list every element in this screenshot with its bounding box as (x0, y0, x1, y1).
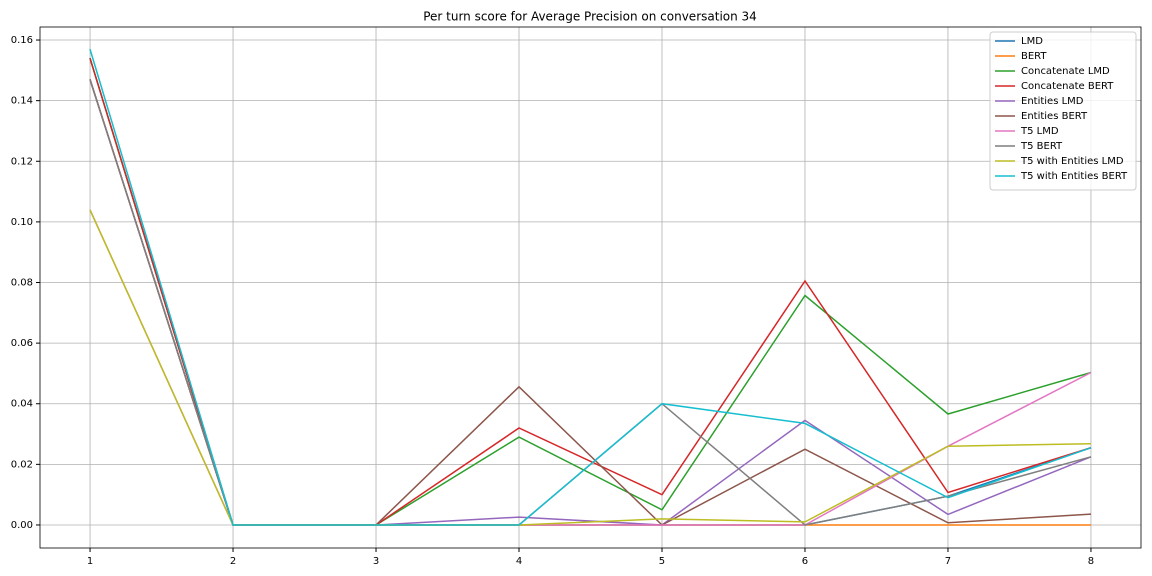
x-tick-label: 3 (373, 556, 379, 567)
x-tick-label: 4 (516, 556, 522, 567)
plot-frame (39, 26, 1142, 549)
x-tick-label: 5 (659, 556, 665, 567)
y-tick-label: 0.06 (11, 338, 33, 349)
x-tick-label: 2 (230, 556, 236, 567)
line-series (89, 79, 1092, 526)
x-tick-label: 6 (802, 556, 808, 567)
legend-label: LMD (1021, 36, 1043, 47)
line-series (89, 79, 1092, 526)
y-tick-label: 0.16 (11, 35, 33, 46)
line-series (89, 209, 1092, 526)
line-series (89, 209, 1092, 526)
legend-label: Entities LMD (1021, 96, 1084, 107)
chart-title: Per turn score for Average Precision on … (423, 10, 757, 24)
x-tick-label: 8 (1088, 556, 1094, 567)
legend-box (989, 31, 1137, 191)
y-tick-label: 0.08 (11, 277, 33, 288)
y-tick-label: 0.04 (11, 399, 33, 410)
y-tick-label: 0.12 (11, 156, 33, 167)
legend-label: BERT (1021, 51, 1047, 62)
legend-label: Entities BERT (1021, 111, 1088, 122)
x-tick-label: 1 (87, 556, 93, 567)
legend-label: T5 with Entities BERT (1020, 171, 1128, 182)
y-tick-label: 0.02 (11, 459, 33, 470)
y-tick-label: 0.14 (11, 96, 33, 107)
x-tick-label: 7 (945, 556, 951, 567)
legend-label: Concatenate BERT (1021, 81, 1114, 92)
line-series (89, 79, 1092, 526)
y-tick-label: 0.10 (11, 217, 33, 228)
line-series (89, 79, 1091, 526)
legend-label: T5 with Entities LMD (1020, 156, 1124, 167)
legend-label: Concatenate LMD (1021, 66, 1110, 77)
y-tick-label: 0.00 (11, 520, 33, 531)
legend-label: T5 BERT (1020, 141, 1063, 152)
line-series (89, 48, 1092, 526)
legend-label: T5 LMD (1020, 126, 1059, 137)
